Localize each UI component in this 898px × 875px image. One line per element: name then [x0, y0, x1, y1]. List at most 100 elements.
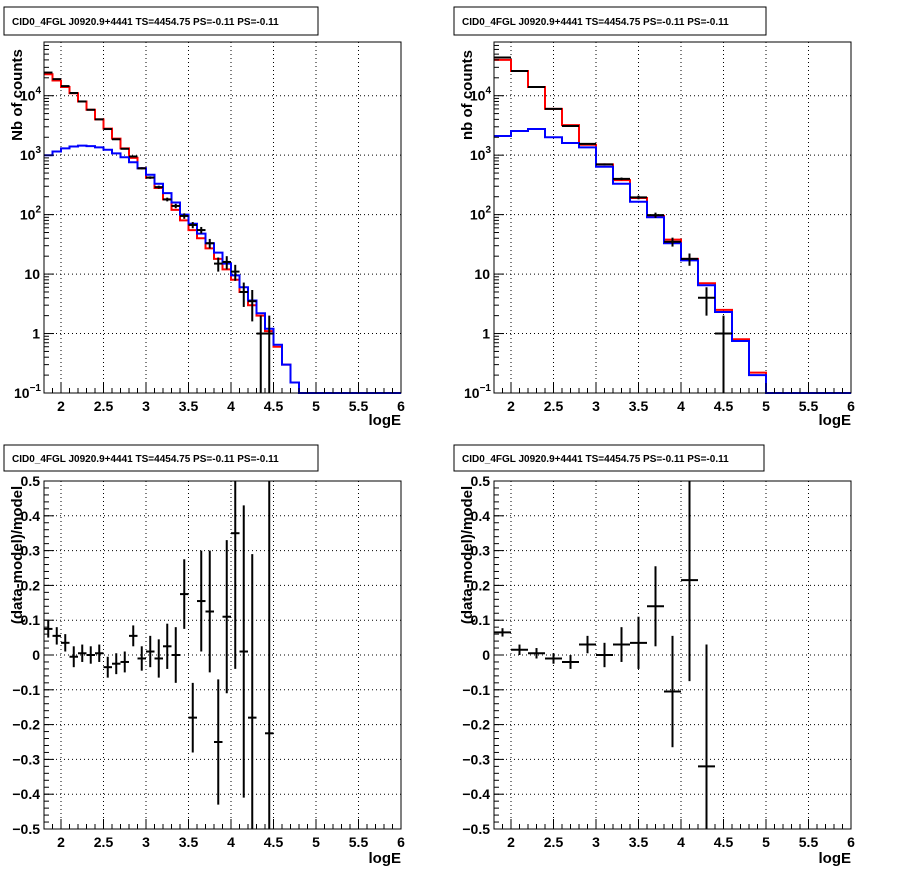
y-tick-label: −0.4: [12, 786, 40, 802]
data-point: [137, 167, 146, 170]
x-tick-label: 6: [397, 398, 405, 414]
y-tick-label: 103: [470, 145, 492, 163]
data-point: [78, 100, 87, 103]
chart-title: CID0_4FGL J0920.9+4441 TS=4454.75 PS=-0.…: [462, 17, 729, 28]
data-point: [103, 656, 112, 678]
data-point: [171, 203, 180, 209]
x-tick-label: 2: [507, 398, 515, 414]
data-point: [698, 287, 715, 316]
data-point: [112, 653, 121, 675]
y-tick-label: 10−1: [14, 383, 41, 401]
data-point: [596, 642, 613, 668]
data-point: [112, 138, 121, 141]
data-point: [95, 118, 104, 121]
y-tick-label: 102: [470, 205, 492, 223]
x-tick-label: 4.5: [264, 834, 284, 850]
x-tick-label: 4: [677, 398, 685, 414]
data-point: [78, 644, 87, 662]
y-axis-title: Nb of counts: [9, 49, 26, 141]
data-point: [129, 625, 138, 647]
y-tick-label: 0.5: [471, 473, 491, 489]
x-tick-label: 3.5: [179, 398, 199, 414]
y-axis: [44, 44, 54, 394]
data-points: [494, 56, 732, 393]
y-tick-label: 0.1: [471, 612, 491, 628]
y-tick-exponent: −1: [30, 383, 42, 394]
data-point: [129, 155, 138, 158]
y-tick-exponent: 4: [35, 86, 41, 97]
grid: [494, 42, 851, 393]
y-tick-label: −0.4: [462, 786, 490, 802]
data-point: [231, 481, 240, 669]
data-point: [188, 222, 197, 229]
data-point: [494, 628, 511, 637]
y-axis-title: (data-model)/model: [459, 486, 476, 624]
y-tick-label: 10−1: [464, 383, 491, 401]
y-tick-label: 1: [482, 326, 490, 342]
data-point: [239, 505, 248, 798]
x-axis: [493, 819, 852, 829]
title-box: [453, 6, 767, 36]
x-tick-label: 5: [312, 398, 320, 414]
x-tick-label: 2.5: [94, 398, 114, 414]
y-axis: [494, 44, 504, 394]
y-tick-label: 1: [32, 326, 40, 342]
data-point: [180, 213, 189, 219]
data-point: [214, 679, 223, 805]
title-box: [3, 6, 319, 36]
data-point: [647, 212, 664, 218]
x-tick-label: 2: [57, 398, 65, 414]
grid: [44, 42, 401, 393]
x-tick-label: 3: [142, 398, 150, 414]
chart-panel-3: 2 2.5 3 3.5 4 4.5 5 5.5 6 −0.5 −0.4 −0.3 −0.2 −0.1 0 0.…: [3, 444, 405, 867]
data-point: [562, 124, 579, 127]
y-tick-label: −0.1: [462, 682, 490, 698]
data-point: [154, 639, 163, 678]
x-tick-label: 4.5: [714, 834, 734, 850]
x-tick-label: 3.5: [179, 834, 199, 850]
data-point: [265, 315, 274, 393]
x-tick-label: 4: [227, 834, 235, 850]
data-points: [494, 481, 715, 829]
data-point: [146, 635, 155, 668]
data-point: [630, 616, 647, 669]
title-box: [3, 444, 319, 472]
x-tick-label: 3: [592, 398, 600, 414]
data-point: [664, 237, 681, 247]
y-tick-label: −0.5: [12, 821, 40, 837]
y-tick-label: 0.2: [471, 577, 491, 593]
data-point: [256, 315, 265, 393]
y-tick-label: 0.3: [471, 543, 491, 559]
y-tick-label: −0.3: [12, 751, 40, 767]
data-point: [248, 289, 257, 322]
x-axis: [493, 383, 852, 393]
data-point: [52, 627, 61, 645]
data-point: [664, 635, 681, 748]
title-box: [453, 444, 765, 472]
data-point: [545, 107, 562, 110]
data-point: [95, 644, 104, 662]
data-point: [528, 648, 545, 659]
data-point: [630, 195, 647, 200]
y-tick-label: 0.3: [21, 543, 41, 559]
x-tick-label: 5.5: [349, 398, 369, 414]
y-tick-label: −0.2: [462, 717, 490, 733]
data-point: [163, 197, 172, 202]
x-axis: [43, 819, 402, 829]
y-tick-label: 102: [20, 205, 42, 223]
data-point: [146, 176, 155, 179]
data-point: [647, 566, 664, 647]
data-point: [698, 644, 715, 829]
data-point: [681, 481, 698, 682]
y-tick-exponent: 4: [485, 86, 491, 97]
x-tick-label: 5: [312, 834, 320, 850]
x-tick-label: 2: [507, 834, 515, 850]
chart-panel-1: 2 2.5 3 3.5 4 4.5 5 5.5 610−1110102103104logENb …: [3, 6, 405, 429]
data-point: [579, 142, 596, 145]
data-points: [44, 481, 274, 829]
data-point: [180, 559, 189, 629]
x-tick-label: 4: [677, 834, 685, 850]
x-tick-label: 2.5: [544, 834, 564, 850]
chart-panel-4: 2 2.5 3 3.5 4 4.5 5 5.5 6 −0.5 −0.4 −0.3 −0.2 −0.1 0 0.…: [453, 444, 855, 867]
x-tick-label: 4.5: [264, 398, 284, 414]
